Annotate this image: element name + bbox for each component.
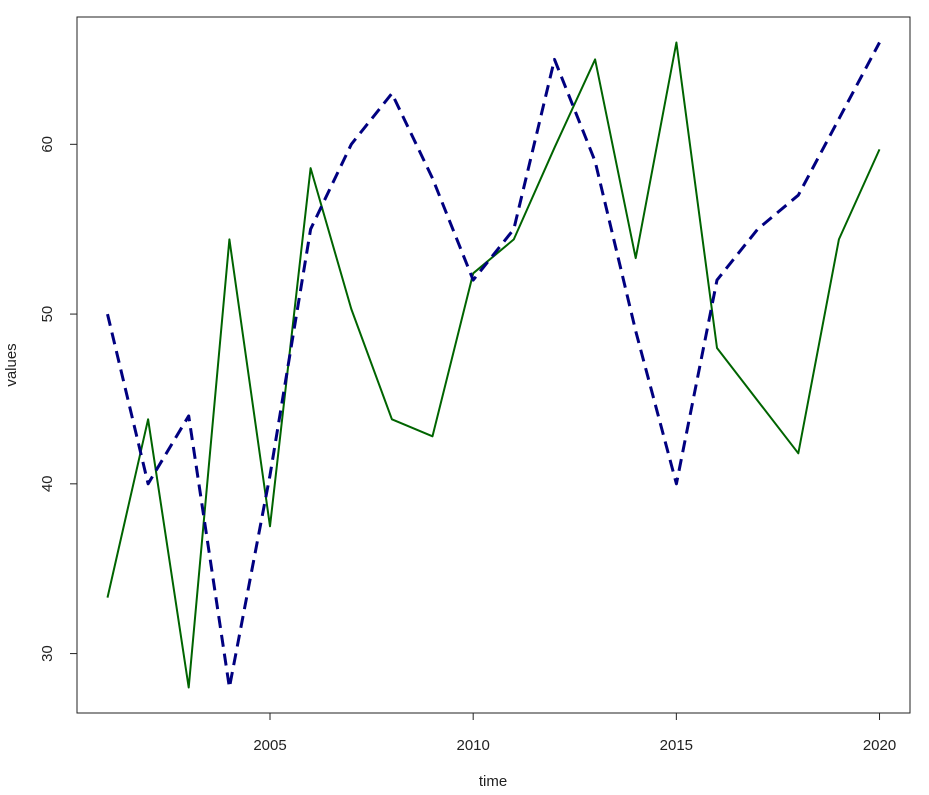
- y-tick-label: 40: [39, 475, 56, 492]
- x-axis: 2005 2010 2015 2020: [253, 712, 896, 754]
- x-tick-label: 2010: [456, 737, 489, 754]
- y-tick-label: 60: [39, 136, 56, 153]
- plot-frame: [76, 16, 911, 714]
- x-tick-label: 2015: [660, 737, 693, 754]
- solid-series-line: [106, 41, 881, 689]
- y-tick-label: 50: [39, 306, 56, 323]
- y-tick-label: 30: [39, 645, 56, 662]
- x-axis-title: time: [479, 773, 507, 790]
- y-axis-title: values: [3, 343, 20, 386]
- y-axis: 30 40 50 60: [39, 136, 78, 662]
- dashed-series-line: [106, 41, 881, 689]
- x-tick-label: 2020: [863, 737, 896, 754]
- series-layer: [106, 41, 881, 689]
- x-tick-label: 2005: [253, 737, 286, 754]
